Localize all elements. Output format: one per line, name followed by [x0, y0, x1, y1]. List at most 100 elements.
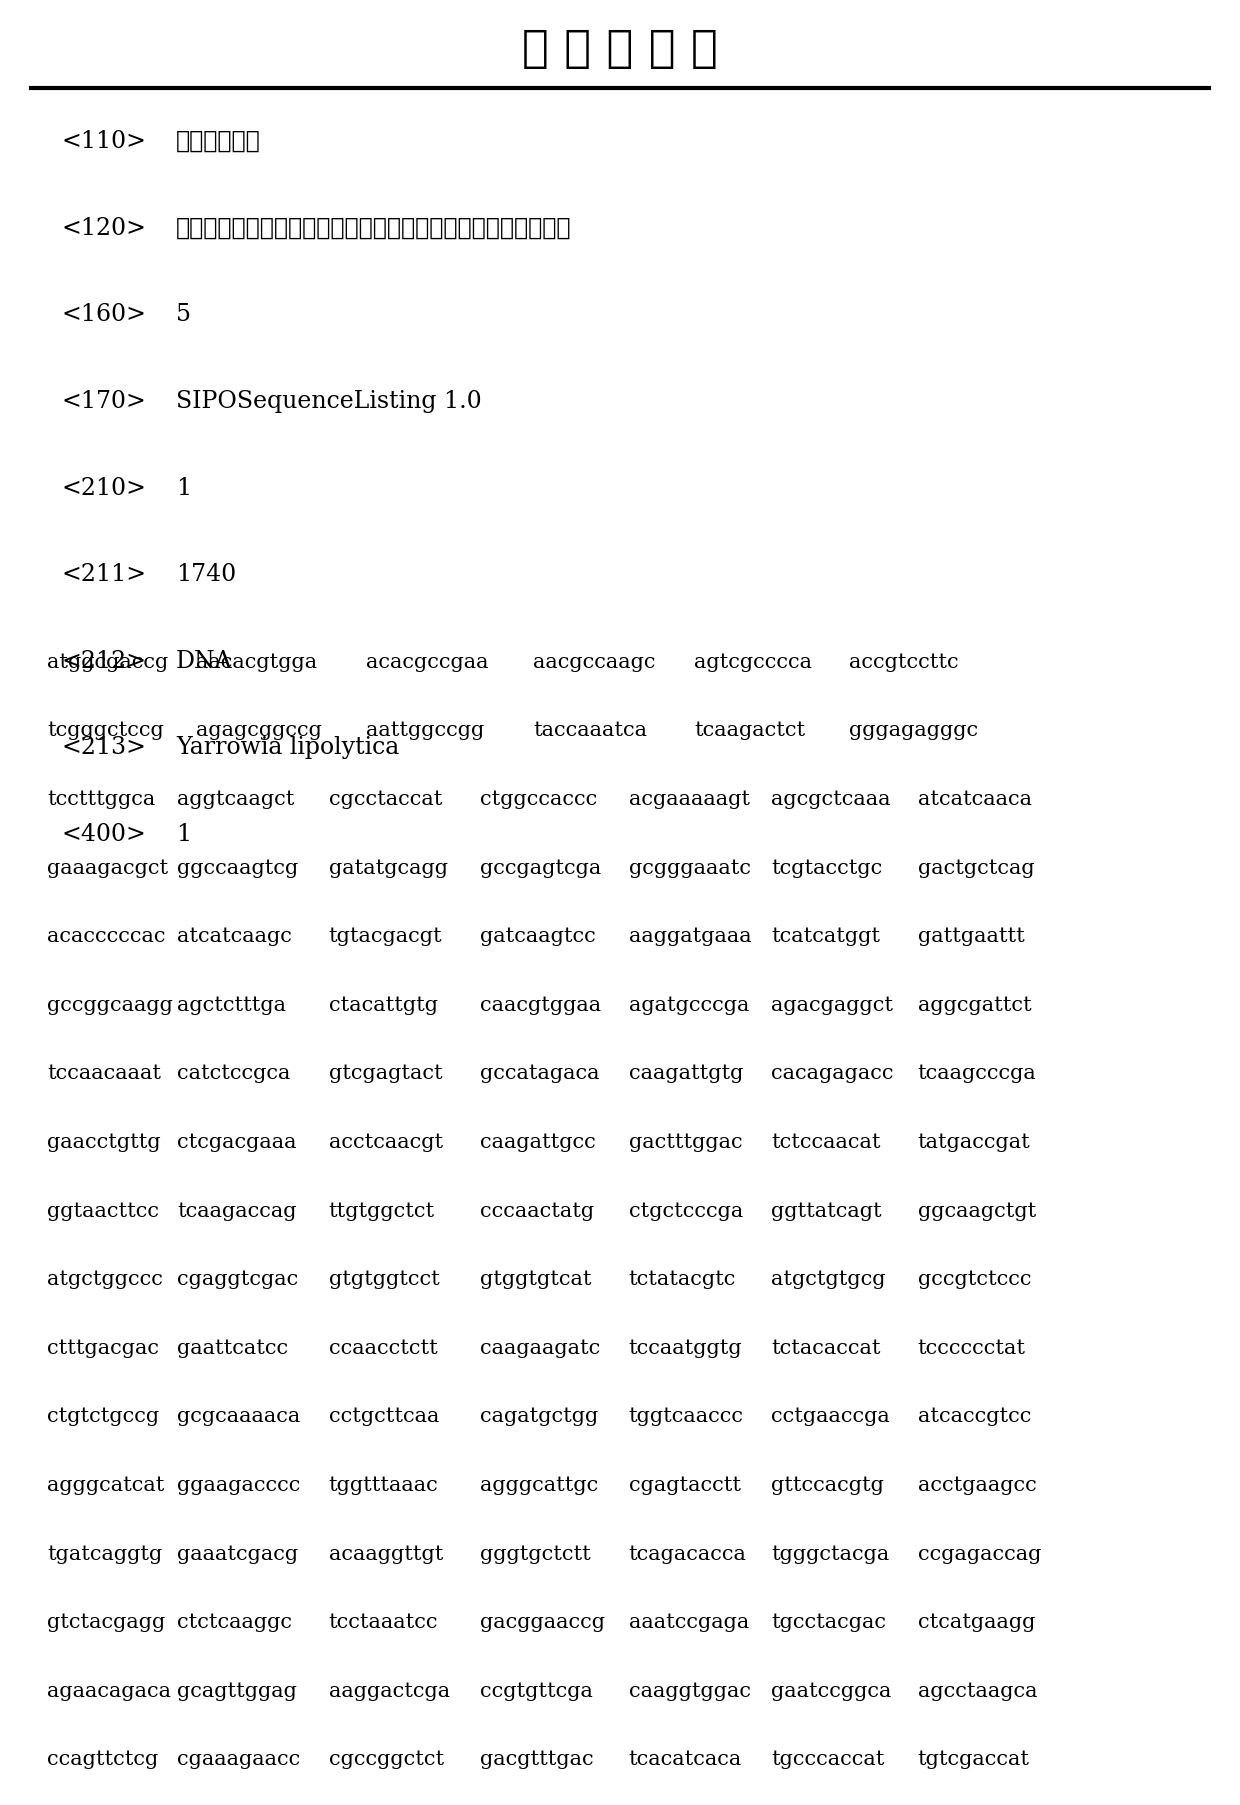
Text: tctacaccat: tctacaccat — [771, 1339, 880, 1357]
Text: gatatgcagg: gatatgcagg — [329, 859, 448, 877]
Text: acgaaaaagt: acgaaaaagt — [629, 791, 750, 809]
Text: tctccaacat: tctccaacat — [771, 1134, 880, 1152]
Text: gttccacgtg: gttccacgtg — [771, 1476, 884, 1495]
Text: cacagagacc: cacagagacc — [771, 1065, 894, 1083]
Text: ctctcaaggc: ctctcaaggc — [177, 1614, 293, 1632]
Text: ctacattgtg: ctacattgtg — [329, 996, 438, 1014]
Text: acacgccgaa: acacgccgaa — [366, 653, 489, 671]
Text: cagatgctgg: cagatgctgg — [480, 1408, 598, 1426]
Text: acctgaagcc: acctgaagcc — [918, 1476, 1037, 1495]
Text: aaggactcga: aaggactcga — [329, 1682, 450, 1700]
Text: aggtcaagct: aggtcaagct — [177, 791, 295, 809]
Text: 1: 1 — [176, 823, 191, 847]
Text: gggtgctctt: gggtgctctt — [480, 1545, 590, 1563]
Text: tgcccaccat: tgcccaccat — [771, 1751, 884, 1769]
Text: gcagttggag: gcagttggag — [177, 1682, 298, 1700]
Text: agcctaagca: agcctaagca — [918, 1682, 1037, 1700]
Text: tgggctacga: tgggctacga — [771, 1545, 889, 1563]
Text: cgccggctct: cgccggctct — [329, 1751, 444, 1769]
Text: ggtaacttcc: ggtaacttcc — [47, 1202, 159, 1220]
Text: tcctttggca: tcctttggca — [47, 791, 155, 809]
Text: tgatcaggtg: tgatcaggtg — [47, 1545, 162, 1563]
Text: acctcaacgt: acctcaacgt — [329, 1134, 443, 1152]
Text: tccaacaaat: tccaacaaat — [47, 1065, 161, 1083]
Text: tcagacacca: tcagacacca — [629, 1545, 746, 1563]
Text: <120>: <120> — [62, 217, 148, 240]
Text: aattggccgg: aattggccgg — [366, 722, 484, 740]
Text: agaacagaca: agaacagaca — [47, 1682, 171, 1700]
Text: tcacatcaca: tcacatcaca — [629, 1751, 742, 1769]
Text: gccgtctccc: gccgtctccc — [918, 1271, 1032, 1289]
Text: <400>: <400> — [62, 823, 146, 847]
Text: gacggaaccg: gacggaaccg — [480, 1614, 605, 1632]
Text: catctccgca: catctccgca — [177, 1065, 290, 1083]
Text: aaatccgaga: aaatccgaga — [629, 1614, 749, 1632]
Text: ccagttctcg: ccagttctcg — [47, 1751, 159, 1769]
Text: cgcctaccat: cgcctaccat — [329, 791, 441, 809]
Text: caagattgtg: caagattgtg — [629, 1065, 743, 1083]
Text: 1: 1 — [176, 477, 191, 500]
Text: 5: 5 — [176, 303, 191, 327]
Text: gtggtgtcat: gtggtgtcat — [480, 1271, 591, 1289]
Text: gacgtttgac: gacgtttgac — [480, 1751, 594, 1769]
Text: acaaggttgt: acaaggttgt — [329, 1545, 443, 1563]
Text: gtcgagtact: gtcgagtact — [329, 1065, 443, 1083]
Text: <211>: <211> — [62, 563, 148, 587]
Text: 一种高氮条件下发酵赤鞦醇的重组酵母菌株及其构建方法与应用: 一种高氮条件下发酵赤鞦醇的重组酵母菌株及其构建方法与应用 — [176, 217, 572, 240]
Text: gaattcatcc: gaattcatcc — [177, 1339, 289, 1357]
Text: gatcaagtcc: gatcaagtcc — [480, 928, 595, 946]
Text: gccggcaagg: gccggcaagg — [47, 996, 174, 1014]
Text: ctgctcccga: ctgctcccga — [629, 1202, 743, 1220]
Text: cctgaaccga: cctgaaccga — [771, 1408, 890, 1426]
Text: caagattgcc: caagattgcc — [480, 1134, 595, 1152]
Text: gattgaattt: gattgaattt — [918, 928, 1024, 946]
Text: aggcgattct: aggcgattct — [918, 996, 1032, 1014]
Text: ccaacctctt: ccaacctctt — [329, 1339, 438, 1357]
Text: cgagtacctt: cgagtacctt — [629, 1476, 740, 1495]
Text: SIPOSequenceListing 1.0: SIPOSequenceListing 1.0 — [176, 390, 482, 413]
Text: ctcatgaagg: ctcatgaagg — [918, 1614, 1035, 1632]
Text: taccaaatca: taccaaatca — [533, 722, 647, 740]
Text: gaaatcgacg: gaaatcgacg — [177, 1545, 299, 1563]
Text: gaatccggca: gaatccggca — [771, 1682, 892, 1700]
Text: gcgcaaaaca: gcgcaaaaca — [177, 1408, 300, 1426]
Text: atgctgtgcg: atgctgtgcg — [771, 1271, 885, 1289]
Text: atcatcaaca: atcatcaaca — [918, 791, 1032, 809]
Text: tggtcaaccc: tggtcaaccc — [629, 1408, 744, 1426]
Text: agtcgcccca: agtcgcccca — [694, 653, 812, 671]
Text: aaggatgaaa: aaggatgaaa — [629, 928, 751, 946]
Text: tcccccctat: tcccccctat — [918, 1339, 1025, 1357]
Text: agggcatcat: agggcatcat — [47, 1476, 165, 1495]
Text: caacgtggaa: caacgtggaa — [480, 996, 601, 1014]
Text: tcgggctccg: tcgggctccg — [47, 722, 164, 740]
Text: <213>: <213> — [62, 736, 148, 760]
Text: 基 因 序 列 表: 基 因 序 列 表 — [522, 27, 718, 70]
Text: gactgctcag: gactgctcag — [918, 859, 1034, 877]
Text: ctggccaccc: ctggccaccc — [480, 791, 598, 809]
Text: cgaaagaacc: cgaaagaacc — [177, 1751, 300, 1769]
Text: agggcattgc: agggcattgc — [480, 1476, 598, 1495]
Text: gccgagtcga: gccgagtcga — [480, 859, 601, 877]
Text: agagcggccg: agagcggccg — [196, 722, 322, 740]
Text: tgtcgaccat: tgtcgaccat — [918, 1751, 1029, 1769]
Text: tcaagaccag: tcaagaccag — [177, 1202, 296, 1220]
Text: tcgtacctgc: tcgtacctgc — [771, 859, 883, 877]
Text: acacccccac: acacccccac — [47, 928, 166, 946]
Text: cctgcttcaa: cctgcttcaa — [329, 1408, 439, 1426]
Text: gtgtggtcct: gtgtggtcct — [329, 1271, 439, 1289]
Text: ggccaagtcg: ggccaagtcg — [177, 859, 299, 877]
Text: tcatcatggt: tcatcatggt — [771, 928, 880, 946]
Text: gccatagaca: gccatagaca — [480, 1065, 599, 1083]
Text: <110>: <110> — [62, 130, 148, 153]
Text: gaaagacgct: gaaagacgct — [47, 859, 169, 877]
Text: gcgggaaatc: gcgggaaatc — [629, 859, 750, 877]
Text: <170>: <170> — [62, 390, 146, 413]
Text: tcctaaatcc: tcctaaatcc — [329, 1614, 438, 1632]
Text: aacacgtgga: aacacgtgga — [196, 653, 317, 671]
Text: tccaatggtg: tccaatggtg — [629, 1339, 743, 1357]
Text: accgtccttc: accgtccttc — [849, 653, 959, 671]
Text: ttgtggctct: ttgtggctct — [329, 1202, 435, 1220]
Text: tcaagcccga: tcaagcccga — [918, 1065, 1037, 1083]
Text: <160>: <160> — [62, 303, 148, 327]
Text: atcatcaagc: atcatcaagc — [177, 928, 293, 946]
